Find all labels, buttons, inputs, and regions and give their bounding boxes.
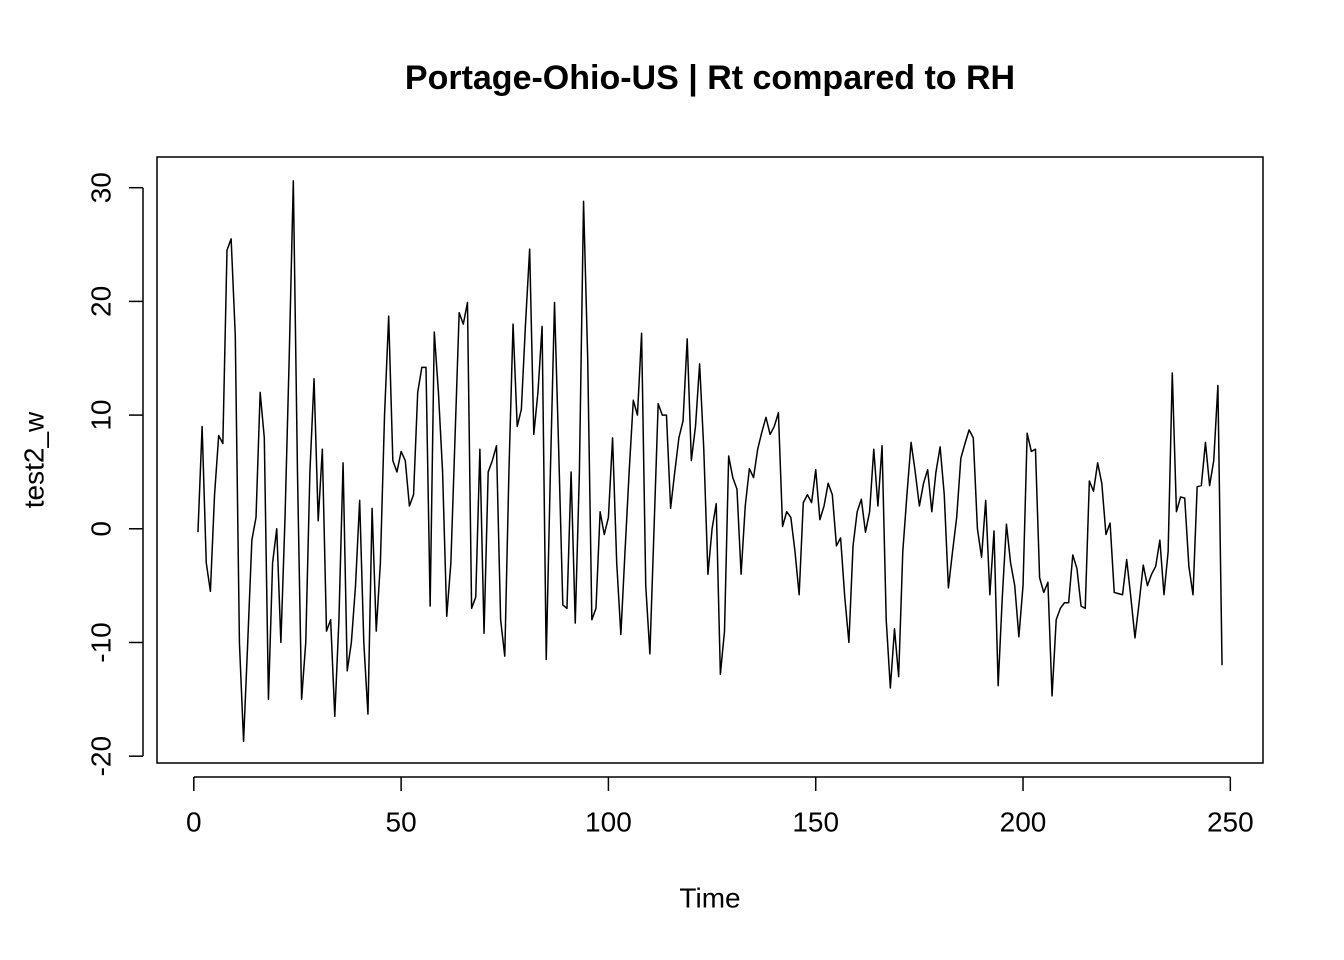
x-tick-label: 50 — [386, 806, 417, 837]
y-tick-label: -10 — [85, 622, 116, 662]
plot-frame — [156, 156, 1264, 764]
y-tick-label: -20 — [85, 736, 116, 776]
x-tick-label: 100 — [585, 806, 632, 837]
y-tick-label: 10 — [85, 400, 116, 431]
y-tick-label: 20 — [85, 286, 116, 317]
x-tick-label: 0 — [186, 806, 202, 837]
x-tick-label: 250 — [1207, 806, 1254, 837]
x-tick-label: 150 — [792, 806, 839, 837]
x-tick-label: 200 — [1000, 806, 1047, 837]
y-axis-label: test2_w — [18, 411, 49, 508]
y-tick-label: 30 — [85, 172, 116, 203]
y-tick-label: 0 — [85, 521, 116, 537]
x-axis-label: Time — [679, 882, 740, 913]
line-series — [197, 180, 1223, 743]
chart-title: Portage-Ohio-US | Rt compared to RH — [405, 59, 1015, 97]
